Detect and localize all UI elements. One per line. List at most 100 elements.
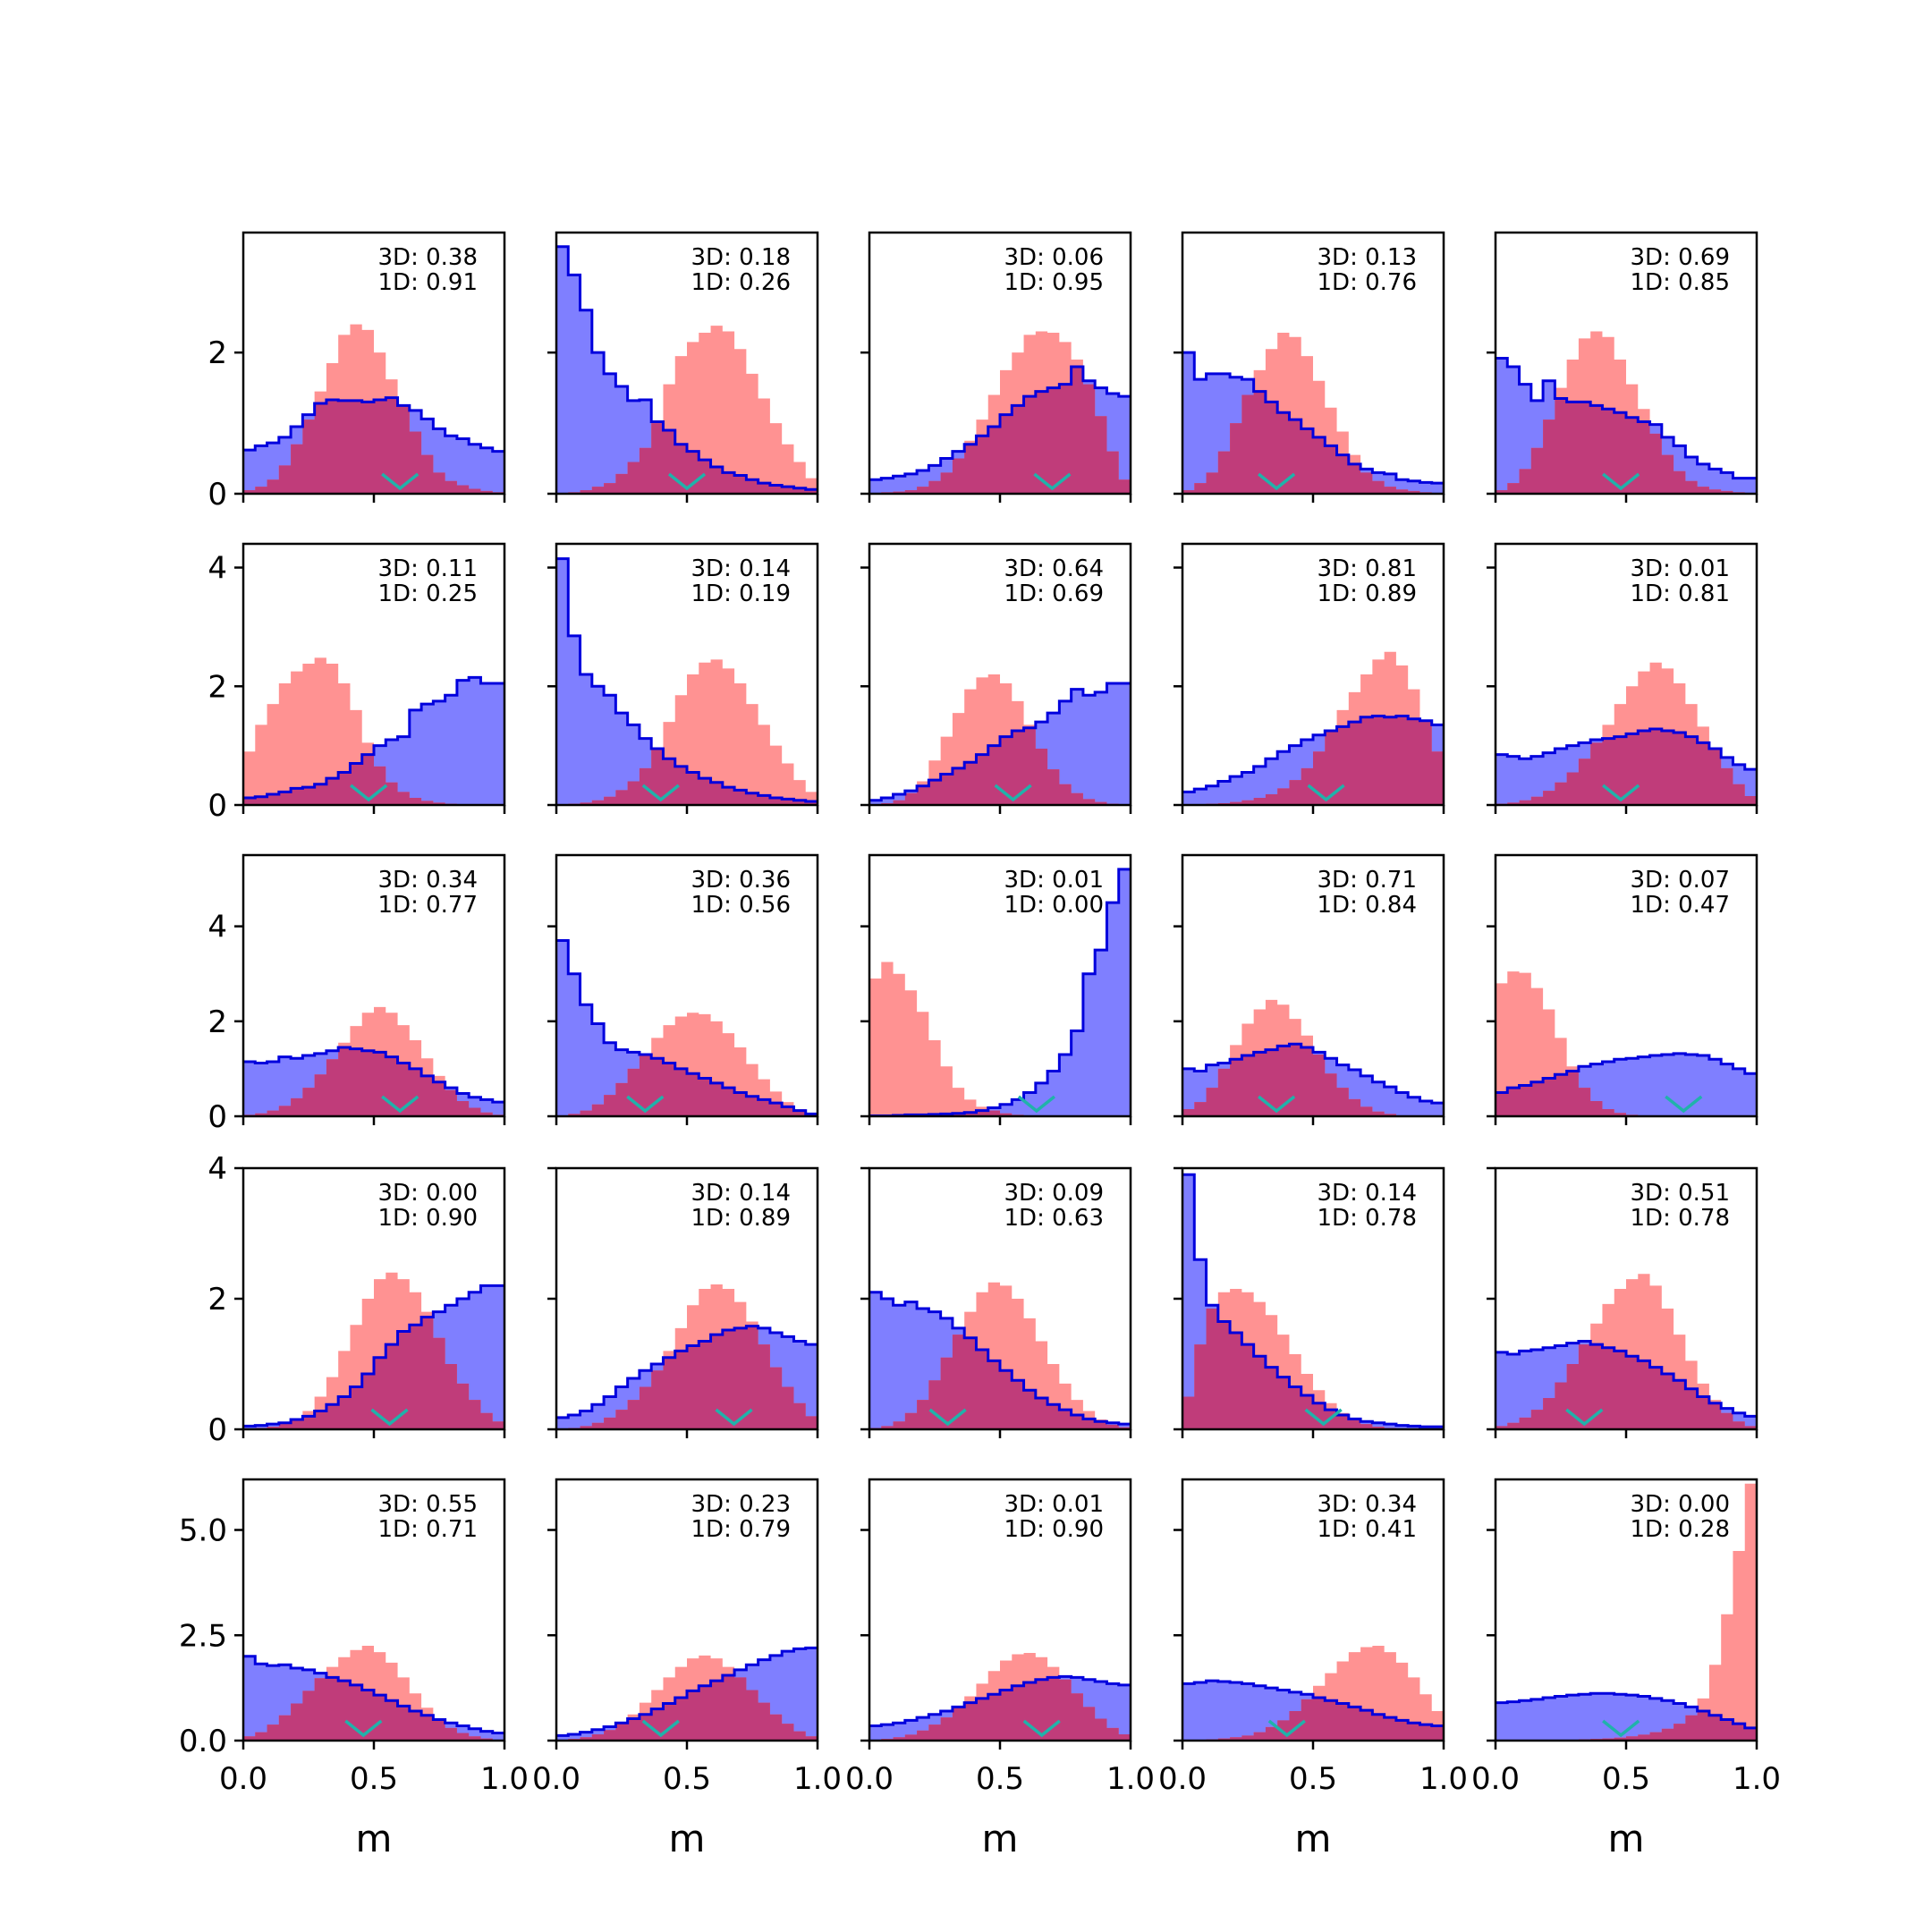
y-tick-label: 2 — [208, 335, 227, 371]
annotation-3d: 3D: 0.36 — [691, 867, 791, 894]
annotation-1d: 1D: 0.41 — [1318, 1516, 1417, 1543]
overlap-histogram — [556, 1054, 818, 1116]
blue-histogram-outline — [869, 868, 1131, 1116]
blue-histogram-outline — [556, 939, 818, 1115]
y-tick-label: 2 — [208, 1004, 227, 1040]
plot-area — [869, 1282, 1131, 1429]
plot-area — [556, 245, 818, 494]
blue-histogram-outline — [243, 396, 504, 453]
x-tick-label: 0.5 — [976, 1761, 1024, 1797]
plot-area — [869, 331, 1131, 494]
x-axis-label: m — [1295, 1817, 1332, 1860]
marker-chevron — [344, 1719, 383, 1738]
annotation-1d: 1D: 0.89 — [1318, 580, 1417, 607]
plot-area — [869, 674, 1131, 805]
blue-histogram-outline — [243, 675, 504, 800]
overlap-histogram — [869, 727, 1131, 805]
blue-histogram-outline — [1496, 1339, 1757, 1418]
annotation-3d: 3D: 0.23 — [691, 1491, 791, 1518]
x-tick-label: 0.5 — [1289, 1761, 1337, 1797]
annotation-3d: 3D: 0.55 — [378, 1491, 478, 1518]
marker-chevron — [350, 784, 388, 802]
x-axis-label: m — [669, 1817, 706, 1860]
y-tick-label: 0 — [208, 788, 227, 824]
blue-histogram — [556, 940, 818, 1116]
marker-chevron — [1602, 784, 1640, 802]
plot-area — [1182, 333, 1444, 494]
x-axis-label: m — [982, 1817, 1019, 1860]
y-tick-label: 2 — [208, 1282, 227, 1318]
marker-chevron — [928, 1408, 967, 1427]
annotation-3d: 3D: 0.01 — [1631, 555, 1730, 582]
blue-histogram — [556, 246, 818, 494]
overlap-histogram — [869, 1335, 1131, 1429]
x-tick-label: 0.0 — [532, 1761, 580, 1797]
x-tick-label: 1.0 — [1733, 1761, 1781, 1797]
overlap-histogram — [243, 1677, 504, 1741]
red-histogram — [556, 659, 818, 805]
y-tick-label: 4 — [208, 551, 227, 587]
plot-area — [1496, 1483, 1757, 1741]
marker-chevron — [626, 1095, 665, 1114]
annotation-1d: 1D: 0.25 — [378, 580, 478, 607]
blue-histogram-outline — [1496, 727, 1757, 771]
annotation-3d: 3D: 0.69 — [1631, 244, 1730, 271]
marker-chevron — [1267, 1719, 1306, 1738]
annotation-1d: 1D: 0.89 — [691, 1205, 791, 1232]
annotation-3d: 3D: 0.38 — [378, 244, 478, 271]
x-tick-label: 1.0 — [1419, 1761, 1468, 1797]
blue-histogram-outline — [869, 682, 1131, 802]
marker-chevron — [641, 784, 680, 802]
blue-histogram-outline — [243, 1284, 504, 1428]
annotation-1d: 1D: 0.95 — [1004, 269, 1104, 296]
overlap-histogram — [1496, 1071, 1757, 1116]
y-tick-label: 0 — [208, 1412, 227, 1448]
x-tick-label: 1.0 — [1106, 1761, 1155, 1797]
annotation-1d: 1D: 0.91 — [378, 269, 478, 296]
blue-histogram-outline — [1182, 714, 1444, 793]
blue-histogram-outline — [243, 1046, 504, 1104]
blue-histogram-outline — [1496, 1691, 1757, 1730]
plot-area — [243, 324, 504, 494]
marker-chevron — [1258, 472, 1296, 491]
marker-chevron — [1017, 1095, 1055, 1114]
plot-area — [1182, 1173, 1444, 1429]
annotation-3d: 3D: 0.34 — [1318, 1491, 1417, 1518]
blue-histogram-outline — [556, 557, 818, 803]
plot-area — [556, 557, 818, 805]
overlap-histogram — [556, 423, 818, 494]
marker-chevron — [381, 1095, 419, 1114]
marker-chevron — [1022, 1719, 1061, 1738]
annotation-3d: 3D: 0.51 — [1631, 1180, 1730, 1207]
annotation-3d: 3D: 0.14 — [691, 1180, 791, 1207]
marker-chevron — [1602, 472, 1640, 491]
blue-histogram-outline — [556, 1325, 818, 1419]
y-tick-label: 0.0 — [179, 1724, 227, 1759]
marker-chevron — [1033, 472, 1072, 491]
x-tick-label: 0.5 — [350, 1761, 398, 1797]
overlap-histogram — [1496, 1344, 1757, 1429]
y-tick-label: 4 — [208, 1151, 227, 1187]
x-tick-label: 0.5 — [1602, 1761, 1650, 1797]
annotation-1d: 1D: 0.47 — [1631, 892, 1730, 919]
annotation-3d: 3D: 0.13 — [1318, 244, 1417, 271]
plot-area — [1182, 651, 1444, 805]
blue-histogram-outline — [556, 1646, 818, 1737]
plot-area — [869, 1653, 1131, 1741]
marker-chevron — [1307, 784, 1345, 802]
blue-histogram-outline — [1496, 1052, 1757, 1094]
annotation-1d: 1D: 0.81 — [1631, 580, 1730, 607]
overlap-histogram — [556, 1326, 818, 1429]
marker-chevron — [1258, 1095, 1296, 1114]
annotation-1d: 1D: 0.84 — [1318, 892, 1417, 919]
